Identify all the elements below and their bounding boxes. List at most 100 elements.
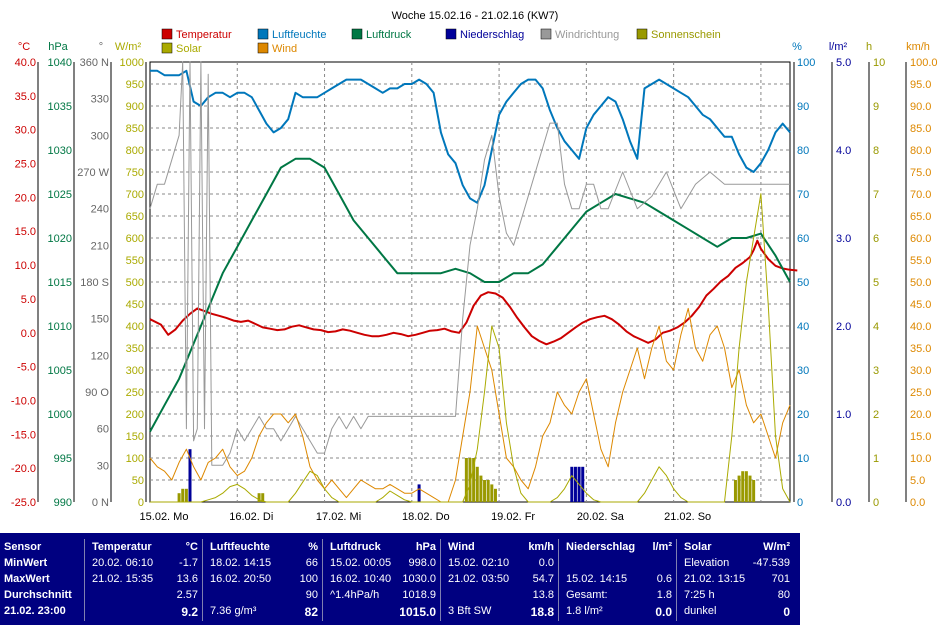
winddir-axis-tick-0: 360 N [80,57,109,69]
sun-axis-tick-1: 9 [873,101,879,113]
temp-axis-tick-7: 5.0 [21,294,36,306]
solar-axis-tick-1: 950 [126,79,144,91]
press-avg-value: 1018.9 [402,589,436,601]
pressure-axis-tick-0: 1040 [48,57,72,69]
solar-elevation-label: Elevation [684,557,730,569]
temp-axis-tick-3: 25.0 [15,159,36,171]
humidity-axis-tick-6: 40 [797,321,809,333]
wind-axis-tick-19: 5.0 [910,475,925,487]
solar-axis-tick-0: 1000 [120,57,144,69]
winddir-axis-tick-5: 210 [91,240,109,252]
press-max-time: 16.02. 10:40 [330,573,392,585]
solar-axis-tick-19: 50 [132,475,144,487]
bar-sonnenschein-0 [177,493,181,502]
wind-axis-tick-17: 15.0 [910,431,931,443]
temp-axis-tick-11: -15.0 [11,429,36,441]
min-label: MinWert [4,557,48,569]
now-label: 21.02. 23:00 [4,605,66,617]
winddir-axis-tick-8: 120 [91,350,109,362]
press-min-time: 15.02. 00:05 [330,557,392,569]
sunshine-value: 80 [777,589,790,601]
bar-niederschlag-5 [581,466,585,502]
solar-axis-tick-15: 250 [126,387,144,399]
temp-axis-tick-0: 40.0 [15,57,36,69]
solar-axis-tick-6: 700 [126,189,144,201]
x-label-3: 18.02. Do [402,511,450,523]
rain-rate: 1.8 l/m² [566,605,603,617]
solar-max-time: 21.02. 13:15 [684,573,746,585]
right-axes: 1009080706050403020100%5.04.03.02.01.00.… [792,41,937,509]
series-lines [149,61,798,503]
bar-sonnenschein-2 [184,488,188,502]
bar-sonnenschein-17 [744,471,748,502]
temp-axis-tick-13: -25.0 [11,497,36,509]
x-label-0: 15.02. Mo [140,511,189,523]
temp-max-value: 13.6 [176,573,198,585]
x-label-2: 17.02. Mi [316,511,361,523]
rain-axis-tick-0: 5.0 [836,57,851,69]
legend-label-3: Niederschlag [460,29,524,41]
solar-now-value: 0 [783,605,790,619]
solar-axis-tick-4: 800 [126,145,144,157]
line-luftdruck [149,157,791,433]
solar-axis-unit: W/m² [115,41,142,53]
hum-max-value: 100 [299,573,318,585]
x-label-5: 20.02. Sa [577,511,625,523]
wind-axis-tick-2: 90.0 [910,101,931,113]
rain-axis-tick-5: 0.0 [836,497,851,509]
line-windrichtung [149,61,790,466]
legend-swatch-0 [161,28,173,40]
wind-axis-tick-9: 55.0 [910,255,931,267]
bar-sonnenschein-13 [493,488,497,502]
sun-axis-unit: h [866,41,872,53]
wind-direction: 3 Bft SW [448,605,492,617]
rain-axis-tick-1: 4.0 [836,145,851,157]
temp-axis-tick-10: -10.0 [11,395,36,407]
press-unit: hPa [415,541,436,553]
sun-axis-tick-4: 6 [873,233,879,245]
sun-axis-tick-6: 4 [873,321,879,333]
winddir-axis-tick-4: 240 [91,204,109,216]
wind-axis-tick-3: 85.0 [910,123,931,135]
legend-swatch-3 [445,28,457,40]
wind-unit: km/h [528,541,554,553]
temp-axis-tick-4: 20.0 [15,192,36,204]
sun-axis-tick-8: 2 [873,409,879,421]
solar-elevation-value: -47.539 [752,557,790,569]
hum-min-value: 66 [305,557,318,569]
hum-now-value: 82 [304,605,318,619]
chart-title: Woche 15.02.16 - 21.02.16 (KW7) [392,10,559,22]
wind-min-time: 15.02. 02:10 [448,557,510,569]
pressure-axis-tick-6: 1010 [48,321,72,333]
wind-axis-tick-13: 35.0 [910,343,931,355]
wind-axis-tick-15: 25.0 [910,387,931,399]
temp-axis-tick-6: 10.0 [15,260,36,272]
solar-unit: W/m² [763,541,790,553]
press-max-value: 1030.0 [402,573,436,585]
solar-axis-tick-11: 450 [126,299,144,311]
pressure-column: Luftdruck hPa 15.02. 00:05 998.0 16.02. 10… [326,539,441,621]
wind-avg-value: 13.8 [532,589,554,601]
wind-axis-unit: km/h [906,41,930,53]
pressure-axis-tick-1: 1035 [48,101,72,113]
solar-axis-tick-8: 600 [126,233,144,245]
rain-axis-tick-3: 2.0 [836,321,851,333]
sensor-column: Sensor MinWert MaxWert Durchschnitt 21.0… [0,539,85,621]
temp-axis-tick-5: 15.0 [15,226,36,238]
legend-label-0: Temperatur [176,29,232,41]
wind-axis-tick-1: 95.0 [910,79,931,91]
hum-header: Luftfeuchte [210,541,270,553]
temp-axis-unit: °C [18,41,30,53]
legend-swatch-4 [540,28,552,40]
winddir-axis-tick-3: 270 W [77,167,109,179]
solar-max-value: 701 [771,573,790,585]
wind-axis-tick-16: 20.0 [910,409,931,421]
bar-sonnenschein-6 [468,458,472,502]
temp-axis-tick-12: -20.0 [11,463,36,475]
stats-panel: Sensor MinWert MaxWert Durchschnitt 21.0… [0,533,800,625]
solar-axis-tick-16: 200 [126,409,144,421]
sun-axis-tick-2: 8 [873,145,879,157]
bar-sonnenschein-5 [464,458,468,502]
solar-axis-tick-14: 300 [126,365,144,377]
wind-axis-tick-12: 40.0 [910,321,931,333]
